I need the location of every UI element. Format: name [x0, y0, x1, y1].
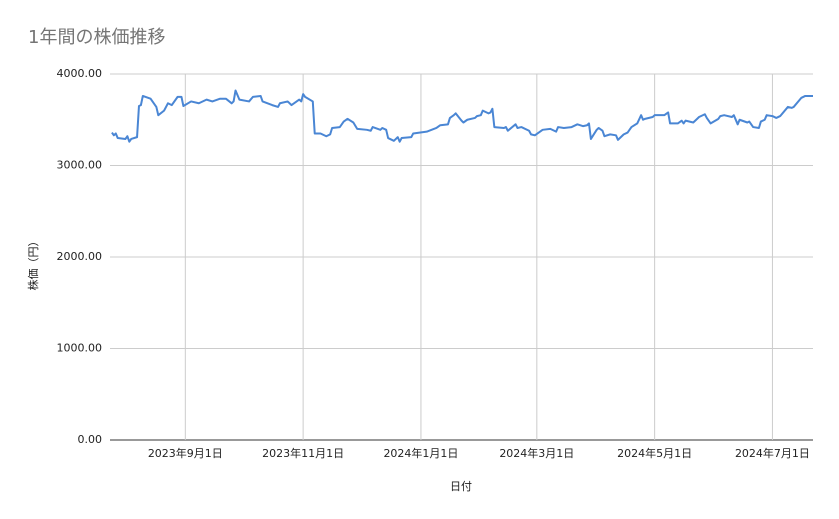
x-tick-label: 2023年11月1日 — [262, 446, 344, 460]
y-tick-label: 0.00 — [78, 433, 103, 446]
y-tick-label: 2000.00 — [57, 250, 103, 263]
chart-title: 1年間の株価推移 — [28, 27, 165, 48]
x-axis-label: 日付 — [450, 480, 472, 493]
x-tick-label: 2024年5月1日 — [617, 446, 692, 460]
y-tick-label: 3000.00 — [57, 159, 103, 172]
x-tick-label: 2024年3月1日 — [499, 446, 574, 460]
x-tick-label: 2023年9月1日 — [148, 446, 223, 460]
line-series — [111, 89, 813, 143]
y-tick-label: 4000.00 — [57, 67, 103, 80]
y-axis-label: 株価（円） — [26, 236, 40, 291]
x-tick-label: 2024年7月1日 — [735, 446, 810, 460]
x-tick-label: 2024年1月1日 — [383, 446, 458, 460]
y-tick-label: 1000.00 — [57, 342, 103, 355]
